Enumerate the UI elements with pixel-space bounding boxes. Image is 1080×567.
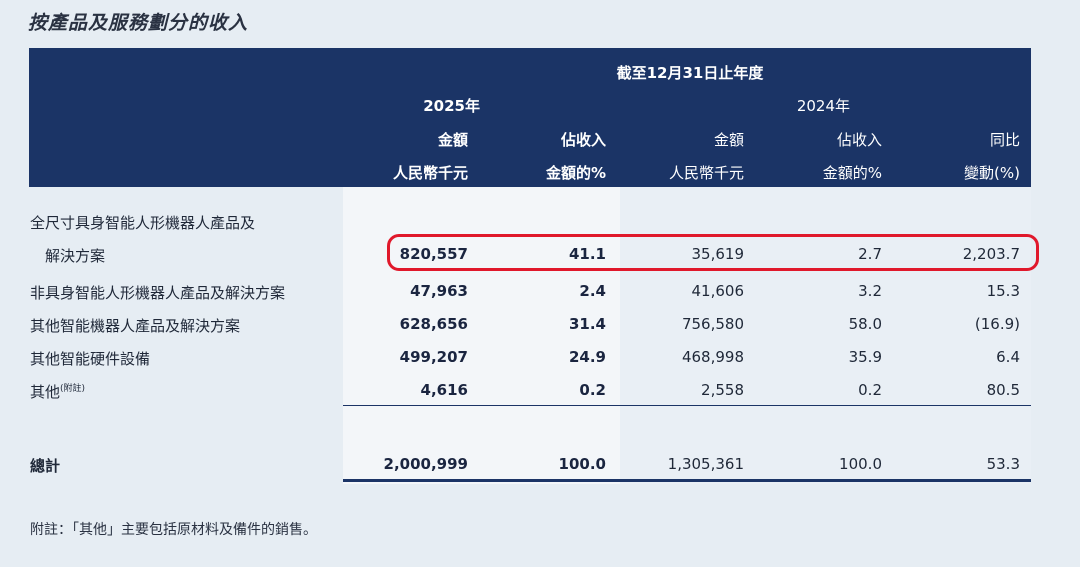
- cell-pct-2025: 41.1: [568, 245, 606, 263]
- header-unit-2025: 人民幣千元: [392, 164, 468, 182]
- cell-amount-2025: 4,616: [420, 381, 468, 399]
- cell-amount-2024: 35,619: [691, 245, 745, 263]
- cell-amount-2025: 499,207: [399, 348, 468, 366]
- header-unit-2024: 人民幣千元: [668, 164, 744, 182]
- subtotal-divider: [343, 405, 1031, 406]
- cell-yoy: 2,203.7: [962, 245, 1020, 263]
- cell-amount-2025: 47,963: [410, 282, 468, 300]
- footnote-marker: (附註): [60, 384, 86, 394]
- cell-yoy: 15.3: [986, 282, 1020, 300]
- cell-pct-2024: 0.2: [858, 381, 882, 399]
- header-period: 截至12月31日止年度: [616, 64, 764, 82]
- cell-pct-2025: 31.4: [568, 315, 606, 333]
- header-yoy: 同比: [989, 131, 1020, 149]
- cell-amount-2024: 41,606: [691, 282, 745, 300]
- cell-yoy: 80.5: [986, 381, 1020, 399]
- header-share-2025: 佔收入: [560, 131, 606, 149]
- header-year-2024: 2024年: [796, 97, 850, 115]
- header-amount-2025: 金額: [437, 131, 468, 149]
- total-yoy: 53.3: [986, 455, 1020, 473]
- cell-amount-2024: 468,998: [681, 348, 744, 366]
- page-title: 按產品及服務劃分的收入: [28, 12, 249, 34]
- cell-amount-2025: 628,656: [399, 315, 468, 333]
- header-share-pct-2025: 金額的%: [545, 164, 606, 182]
- total-pct-2024: 100.0: [839, 455, 882, 473]
- column-2024-background: [620, 187, 1031, 484]
- cell-pct-2024: 35.9: [848, 348, 882, 366]
- row-label-text: 其他: [30, 383, 61, 401]
- header-amount-2024: 金額: [713, 131, 744, 149]
- row-label: 解決方案: [45, 247, 106, 265]
- row-label: 其他智能硬件設備: [30, 350, 151, 368]
- header-year-2025: 2025年: [423, 97, 480, 115]
- cell-amount-2024: 2,558: [701, 381, 744, 399]
- footnote: 附註：「其他」主要包括原材料及備件的銷售。: [30, 522, 317, 538]
- cell-pct-2025: 24.9: [568, 348, 606, 366]
- cell-yoy: (16.9): [974, 315, 1020, 333]
- row-label: 全尺寸具身智能人形機器人產品及: [30, 214, 256, 232]
- cell-amount-2024: 756,580: [681, 315, 744, 333]
- row-label: 其他智能機器人產品及解決方案: [30, 317, 241, 335]
- cell-yoy: 6.4: [996, 348, 1020, 366]
- cell-amount-2025: 820,557: [399, 245, 468, 263]
- total-amount-2024: 1,305,361: [667, 455, 744, 473]
- row-label: 其他(附註): [30, 381, 85, 402]
- cell-pct-2025: 0.2: [579, 381, 606, 399]
- column-2025-background: [343, 187, 620, 484]
- row-label: 非具身智能人形機器人產品及解決方案: [30, 284, 286, 302]
- total-pct-2025: 100.0: [558, 455, 606, 473]
- header-yoy-pct: 變動(%): [964, 164, 1020, 182]
- cell-pct-2024: 58.0: [848, 315, 882, 333]
- total-divider: [343, 479, 1031, 482]
- highlight-annotation: [387, 234, 1039, 271]
- cell-pct-2024: 2.7: [858, 245, 882, 263]
- header-share-2024: 佔收入: [836, 131, 882, 149]
- cell-pct-2025: 2.4: [579, 282, 606, 300]
- total-label: 總計: [30, 457, 61, 475]
- cell-pct-2024: 3.2: [858, 282, 882, 300]
- header-share-pct-2024: 金額的%: [822, 164, 882, 182]
- total-amount-2025: 2,000,999: [383, 455, 468, 473]
- table-header: [29, 48, 1031, 187]
